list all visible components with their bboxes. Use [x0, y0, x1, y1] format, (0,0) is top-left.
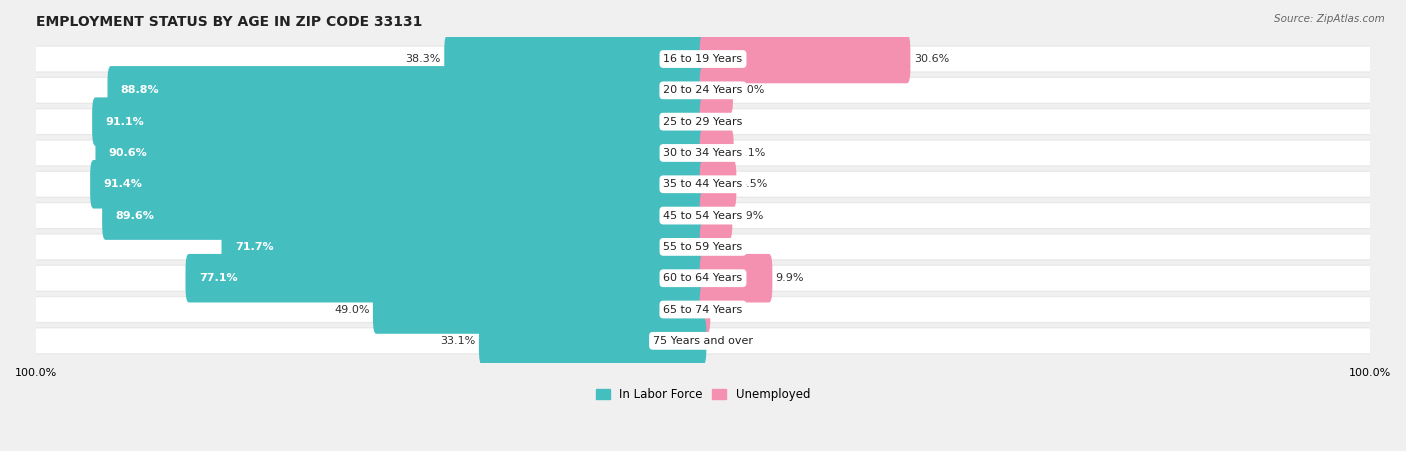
FancyBboxPatch shape: [107, 66, 706, 115]
FancyBboxPatch shape: [30, 235, 1376, 259]
FancyBboxPatch shape: [700, 191, 733, 240]
Text: 20 to 24 Years: 20 to 24 Years: [664, 85, 742, 95]
FancyBboxPatch shape: [22, 202, 1384, 229]
Text: 38.3%: 38.3%: [405, 54, 441, 64]
Text: 0.3%: 0.3%: [711, 117, 740, 127]
Text: 25 to 29 Years: 25 to 29 Years: [664, 117, 742, 127]
Text: 60 to 64 Years: 60 to 64 Years: [664, 273, 742, 283]
Text: 0.0%: 0.0%: [710, 336, 738, 346]
Text: 71.7%: 71.7%: [235, 242, 274, 252]
Text: 49.0%: 49.0%: [335, 304, 370, 314]
Text: 35 to 44 Years: 35 to 44 Years: [664, 179, 742, 189]
Text: 0.6%: 0.6%: [714, 304, 742, 314]
Legend: In Labor Force, Unemployed: In Labor Force, Unemployed: [591, 383, 815, 406]
FancyBboxPatch shape: [373, 285, 706, 334]
FancyBboxPatch shape: [30, 46, 1376, 71]
FancyBboxPatch shape: [90, 160, 706, 208]
FancyBboxPatch shape: [22, 108, 1384, 135]
FancyBboxPatch shape: [700, 97, 709, 146]
Text: 91.1%: 91.1%: [105, 117, 145, 127]
Text: 33.1%: 33.1%: [440, 336, 475, 346]
Text: 4.0%: 4.0%: [737, 85, 765, 95]
FancyBboxPatch shape: [30, 297, 1376, 322]
FancyBboxPatch shape: [103, 191, 706, 240]
Text: Source: ZipAtlas.com: Source: ZipAtlas.com: [1274, 14, 1385, 23]
Text: 45 to 54 Years: 45 to 54 Years: [664, 211, 742, 221]
Text: 30.6%: 30.6%: [914, 54, 949, 64]
FancyBboxPatch shape: [444, 35, 706, 83]
FancyBboxPatch shape: [22, 46, 1384, 73]
FancyBboxPatch shape: [22, 265, 1384, 292]
FancyBboxPatch shape: [700, 254, 772, 303]
FancyBboxPatch shape: [700, 223, 711, 271]
Text: EMPLOYMENT STATUS BY AGE IN ZIP CODE 33131: EMPLOYMENT STATUS BY AGE IN ZIP CODE 331…: [37, 15, 422, 29]
FancyBboxPatch shape: [22, 233, 1384, 261]
Text: 90.6%: 90.6%: [108, 148, 148, 158]
Text: 75 Years and over: 75 Years and over: [652, 336, 754, 346]
Text: 55 to 59 Years: 55 to 59 Years: [664, 242, 742, 252]
FancyBboxPatch shape: [186, 254, 706, 303]
FancyBboxPatch shape: [22, 327, 1384, 354]
FancyBboxPatch shape: [22, 77, 1384, 104]
FancyBboxPatch shape: [30, 141, 1376, 166]
FancyBboxPatch shape: [22, 296, 1384, 323]
Text: 77.1%: 77.1%: [198, 273, 238, 283]
FancyBboxPatch shape: [30, 78, 1376, 103]
Text: 4.5%: 4.5%: [740, 179, 768, 189]
Text: 88.8%: 88.8%: [121, 85, 159, 95]
FancyBboxPatch shape: [96, 129, 706, 177]
FancyBboxPatch shape: [700, 35, 911, 83]
FancyBboxPatch shape: [30, 266, 1376, 290]
FancyBboxPatch shape: [700, 160, 737, 208]
Text: 3.9%: 3.9%: [735, 211, 763, 221]
FancyBboxPatch shape: [30, 203, 1376, 228]
Text: 4.1%: 4.1%: [737, 148, 765, 158]
FancyBboxPatch shape: [700, 285, 710, 334]
FancyBboxPatch shape: [479, 317, 706, 365]
Text: 9.9%: 9.9%: [776, 273, 804, 283]
Text: 30 to 34 Years: 30 to 34 Years: [664, 148, 742, 158]
FancyBboxPatch shape: [700, 66, 733, 115]
FancyBboxPatch shape: [22, 139, 1384, 166]
Text: 89.6%: 89.6%: [115, 211, 155, 221]
Text: 91.4%: 91.4%: [104, 179, 142, 189]
FancyBboxPatch shape: [30, 109, 1376, 134]
FancyBboxPatch shape: [93, 97, 706, 146]
Text: 0.7%: 0.7%: [714, 242, 742, 252]
Text: 16 to 19 Years: 16 to 19 Years: [664, 54, 742, 64]
FancyBboxPatch shape: [30, 328, 1376, 353]
FancyBboxPatch shape: [30, 172, 1376, 197]
FancyBboxPatch shape: [222, 223, 706, 271]
FancyBboxPatch shape: [22, 170, 1384, 198]
FancyBboxPatch shape: [700, 129, 734, 177]
Text: 65 to 74 Years: 65 to 74 Years: [664, 304, 742, 314]
